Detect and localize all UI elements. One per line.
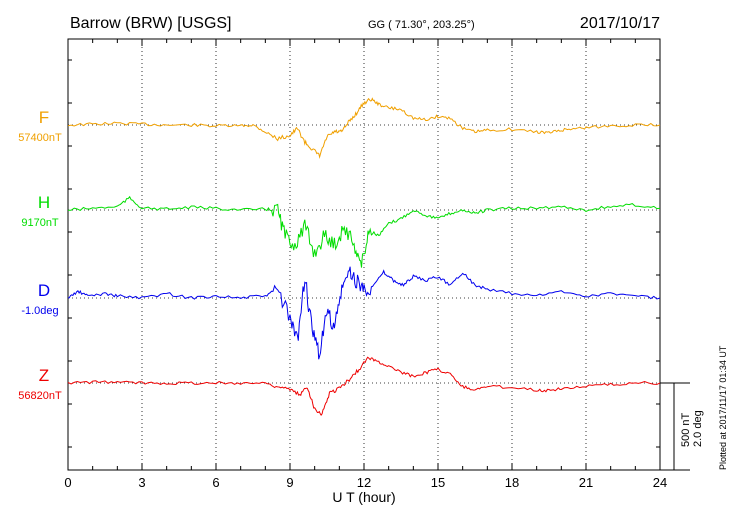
series-line-H bbox=[68, 195, 661, 268]
series-line-D bbox=[68, 266, 661, 360]
baseline-lines bbox=[68, 124, 660, 384]
x-tick-label: 12 bbox=[357, 475, 371, 490]
series-baseline-H: 9170nT bbox=[21, 217, 59, 229]
x-tick-label: 21 bbox=[579, 475, 593, 490]
x-tick-label: 9 bbox=[286, 475, 293, 490]
x-tick-label: 24 bbox=[653, 475, 667, 490]
series-baseline-F: 57400nT bbox=[18, 132, 62, 144]
station-coords: GG ( 71.30°, 203.25°) bbox=[368, 19, 475, 31]
station-title: Barrow (BRW) [USGS] bbox=[70, 15, 232, 32]
series-labels: F 57400nT H 9170nT D -1.0deg Z 56820nT bbox=[18, 108, 62, 402]
scale-bar-nt: 500 nT bbox=[680, 412, 692, 447]
x-tick-label: 6 bbox=[212, 475, 219, 490]
scale-bar-deg: 2.0 deg bbox=[692, 410, 704, 447]
x-tick-label: 18 bbox=[505, 475, 519, 490]
x-tick-label: 15 bbox=[431, 475, 445, 490]
x-tick-label: 3 bbox=[138, 475, 145, 490]
series-name-Z: Z bbox=[39, 366, 49, 385]
x-tick-labels: 0 3 6 9 12 15 18 21 24 bbox=[64, 475, 667, 490]
series-baseline-Z: 56820nT bbox=[18, 390, 62, 402]
series-line-F bbox=[67, 97, 661, 159]
plot-date: 2017/10/17 bbox=[580, 15, 660, 32]
series-baseline-D: -1.0deg bbox=[21, 305, 58, 317]
x-tick-label: 0 bbox=[64, 475, 71, 490]
series-name-D: D bbox=[38, 281, 50, 300]
x-axis-label: U T (hour) bbox=[332, 489, 395, 505]
series-name-F: F bbox=[39, 108, 49, 127]
plotted-at-note: Plotted at 2017/11/17 01:34 UT bbox=[718, 345, 728, 470]
series-group bbox=[67, 97, 661, 416]
series-line-Z bbox=[67, 356, 661, 416]
series-name-H: H bbox=[38, 193, 50, 212]
tick-marks bbox=[67, 39, 661, 470]
